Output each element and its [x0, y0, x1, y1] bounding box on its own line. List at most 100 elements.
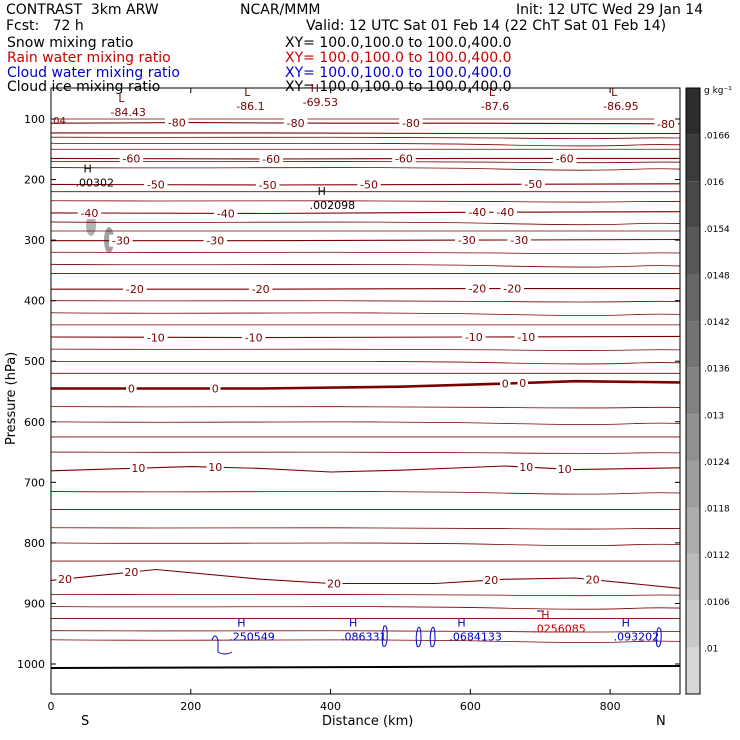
contour-label: -30 — [112, 235, 130, 248]
contour-label: -60 — [395, 153, 413, 166]
contour-label-bg — [517, 377, 528, 390]
temperature-contour — [50, 568, 681, 589]
contour-label-bg — [399, 117, 423, 130]
model-level-line — [50, 630, 681, 633]
temperature-contour — [50, 122, 681, 125]
contour-label-bg — [493, 206, 518, 219]
contour-label-bg — [123, 283, 147, 296]
model-level-line — [50, 451, 681, 454]
contour-label-bg — [248, 283, 273, 296]
ground-line — [50, 665, 681, 669]
contour-label-bg — [283, 117, 308, 130]
contour-label: -40 — [496, 206, 514, 219]
contour-label-bg — [209, 382, 221, 395]
north-label: N — [656, 714, 666, 729]
contour-label: -10 — [245, 332, 263, 345]
model-level-line — [50, 160, 681, 164]
contour-label: 20 — [484, 574, 498, 587]
contour-label-bg — [482, 574, 500, 587]
high-marker: H — [622, 617, 630, 630]
contour-label-bg — [203, 234, 227, 247]
colorbar-segment — [686, 274, 700, 322]
contour-label: -40 — [468, 206, 486, 219]
colorbar-tick-label: .0136 — [704, 365, 730, 375]
model-level-line — [50, 491, 681, 495]
model-level-line — [50, 348, 681, 351]
org-label: NCAR/MMM — [240, 2, 321, 18]
x-axis-label: Distance (km) — [322, 714, 413, 729]
contour-label: 10 — [208, 461, 222, 474]
extremum-value: .00302 — [75, 176, 114, 189]
temperature-contour — [51, 132, 680, 135]
colorbar-tick-label: .0148 — [704, 271, 730, 281]
extremum-value: -69.53 — [303, 96, 338, 109]
y-tick-label: 500 — [24, 355, 45, 368]
contour-label-bg — [357, 178, 381, 191]
x-tick-label: 200 — [180, 700, 201, 713]
colorbar-segment — [686, 460, 700, 508]
contour-label: -60 — [122, 153, 140, 166]
high-marker: H — [237, 617, 245, 630]
contour-label: -20 — [468, 283, 486, 296]
contour-label: 20 — [586, 574, 600, 587]
high-marker: H — [541, 609, 549, 622]
contour-label: -80 — [168, 117, 186, 130]
contour-label-bg — [77, 206, 102, 219]
colorbar-tick-label: .0118 — [704, 505, 730, 515]
colorbar-tick-label: .013 — [704, 411, 724, 421]
contour-label-bg — [241, 331, 266, 344]
contour-label-bg — [500, 282, 525, 295]
contour-label-bg — [465, 206, 490, 219]
colorbar-tick-label: .0106 — [704, 598, 730, 608]
field-rain-xy: XY= 100.0,100.0 to 100.0,400.0 — [285, 50, 512, 66]
contour-label: 0 — [502, 378, 509, 391]
y-tick-label: 700 — [24, 476, 45, 489]
y-tick-label: 800 — [24, 537, 45, 550]
contour-label: -80 — [657, 118, 675, 131]
field-cloudice-xy: XY= 100.0,100.0 to 100.0,400.0 — [285, 79, 512, 95]
south-label: S — [81, 714, 89, 729]
field-cloudwater-label: Cloud water mixing ratio — [7, 65, 180, 81]
init-time: Init: 12 UTC Wed 29 Jan 14 — [516, 2, 704, 18]
model-level-line — [50, 527, 681, 530]
contour-label: -50 — [360, 179, 378, 192]
forecast-hour: Fcst: 72 h — [6, 18, 84, 34]
contour-label-bg — [521, 178, 545, 191]
contour-label: 10 — [131, 462, 145, 475]
y-tick-label: 1000 — [17, 658, 45, 671]
colorbar-segment — [686, 600, 700, 648]
contour-label-bg — [206, 461, 224, 474]
contour-label-bg — [119, 152, 144, 165]
contour-label-bg — [109, 234, 133, 247]
model-level-line — [50, 639, 681, 643]
x-tick-label: 400 — [320, 700, 341, 713]
contour-label-bg — [455, 234, 479, 247]
temperature-contour — [50, 157, 680, 160]
field-snow-label: Snow mixing ratio — [7, 35, 134, 51]
model-level-line — [50, 312, 681, 316]
field-cloudwater-xy: XY= 100.0,100.0 to 100.0,400.0 — [285, 65, 512, 81]
model-level-line — [50, 200, 681, 203]
colorbar-segment — [686, 321, 700, 368]
model-level-line — [50, 593, 681, 597]
contour-label-bg — [514, 330, 538, 343]
extremum-value: .002098 — [310, 199, 356, 212]
colorbar-segment — [686, 507, 700, 555]
colorbar-segment — [686, 227, 700, 275]
contour-label-bg — [325, 577, 343, 590]
contour-label: -20 — [126, 283, 144, 296]
contour-label: 20 — [124, 566, 138, 579]
contour-label: 10 — [519, 461, 533, 474]
contour-label: -40 — [80, 207, 98, 220]
y-tick-label: 100 — [24, 113, 45, 126]
contour-label-bg — [259, 152, 283, 165]
contour-label-bg — [556, 463, 574, 476]
field-snow-xy: XY= 100.0,100.0 to 100.0,400.0 — [285, 35, 512, 51]
contour-label: 0 — [212, 382, 219, 395]
contour-label-bg — [462, 330, 486, 343]
extremum-value: .250549 — [229, 631, 275, 644]
model-level-line — [50, 606, 681, 610]
colorbar-segment — [686, 367, 700, 415]
